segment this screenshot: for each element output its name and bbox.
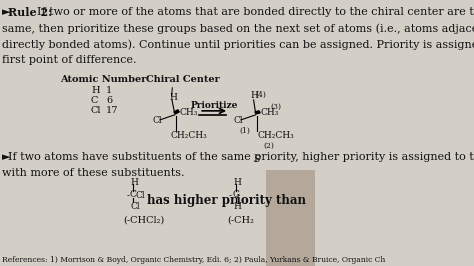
Text: References: 1) Morrison & Boyd, Organic Chemistry, Edi. 6; 2) Paula, Yurkans & B: References: 1) Morrison & Boyd, Organic … [2,256,385,264]
Text: If two or more of the atoms that are bonded directly to the chiral center are th: If two or more of the atoms that are bon… [37,7,474,17]
Text: H: H [251,91,259,100]
Text: Cl: Cl [153,116,162,125]
Text: directly bonded atoms). Continue until priorities can be assigned. Priority is a: directly bonded atoms). Continue until p… [2,39,474,49]
Text: -: - [126,191,129,200]
Text: with more of these substituents.: with more of these substituents. [2,168,184,178]
Text: If two atoms have substituents of the same priority, higher priority is assigned: If two atoms have substituents of the sa… [8,152,474,162]
Text: -: - [229,191,232,200]
Polygon shape [174,110,179,114]
Bar [265,170,315,266]
Text: CH₂CH₃: CH₂CH₃ [257,131,294,140]
Text: first point of difference.: first point of difference. [2,55,137,65]
Text: H: H [131,178,139,187]
Text: (1): (1) [239,127,250,135]
Text: (2): (2) [264,142,274,150]
Text: 17: 17 [106,106,118,115]
Text: ►: ► [2,7,10,17]
Text: C: C [232,190,239,199]
Text: Cl: Cl [131,202,140,211]
Text: Chiral Center: Chiral Center [146,75,219,84]
Text: 6: 6 [106,96,112,105]
Text: same, then prioritize these groups based on the next set of atoms (i.e., atoms a: same, then prioritize these groups based… [2,23,474,34]
Text: Cl: Cl [234,116,243,125]
Text: (-CH₂: (-CH₂ [228,216,255,225]
Text: ►: ► [2,152,10,162]
Text: (4): (4) [255,91,266,99]
Text: Cl: Cl [91,106,101,115]
Text: S: S [254,155,260,164]
Text: Atomic Number: Atomic Number [60,75,146,84]
Text: CH₂CH₃: CH₂CH₃ [171,131,207,140]
Text: (-CHCl₂): (-CHCl₂) [123,216,164,225]
Text: Rule 2:: Rule 2: [8,7,52,18]
Text: CH₃: CH₃ [260,108,279,117]
Polygon shape [255,111,260,114]
Text: H: H [234,202,242,211]
Text: C: C [129,190,137,199]
Text: Prioritize: Prioritize [191,101,238,110]
Text: has higher priority than: has higher priority than [147,194,306,207]
Text: H: H [234,178,242,187]
Text: H: H [169,93,177,102]
Text: C: C [91,96,98,105]
Text: (3): (3) [270,103,281,111]
Text: CH₃: CH₃ [179,108,198,117]
Text: Cl: Cl [136,191,145,200]
Text: 1: 1 [106,86,112,95]
Text: H: H [91,86,100,95]
